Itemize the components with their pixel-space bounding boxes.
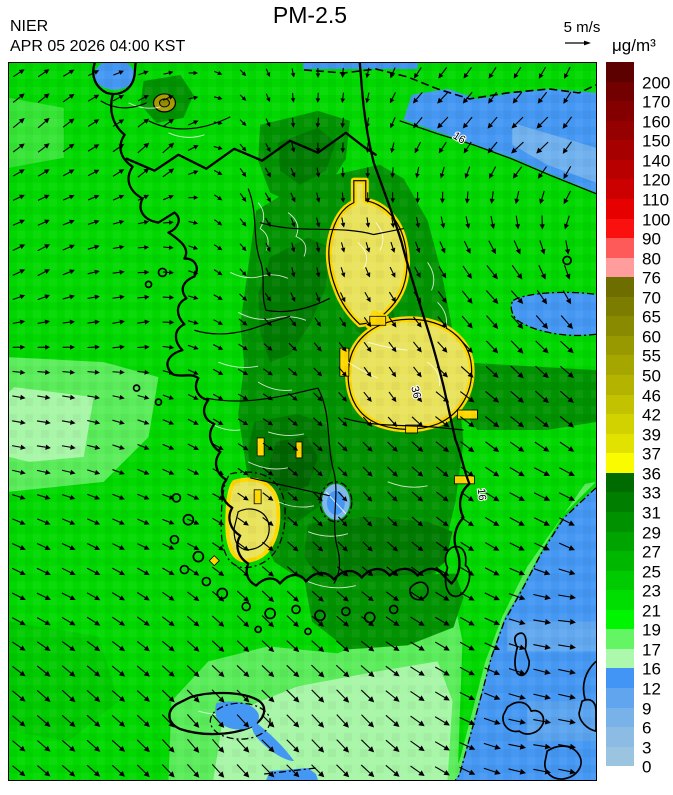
colorbar-tick-label: 70 — [642, 288, 661, 308]
colorbar-tick-label: 65 — [642, 307, 661, 327]
colorbar-cell: 70 — [606, 277, 661, 306]
agency-label: NIER — [10, 18, 49, 35]
colorbar-tick-label: 160 — [642, 112, 671, 132]
colorbar-tick-label: 42 — [642, 405, 661, 425]
colorbar-tick-label: 100 — [642, 209, 671, 229]
colorbar-cell: 100 — [606, 198, 670, 228]
colorbar-tick-label: 16 — [642, 659, 661, 679]
colorbar-cell: 140 — [606, 140, 670, 169]
colorbar-cell: 150 — [606, 120, 670, 150]
colorbar-tick-label: 3 — [642, 738, 652, 758]
contour-label: 16 — [475, 488, 488, 501]
colorbar-cell: 3 — [606, 727, 651, 756]
colorbar-cell: 33 — [606, 472, 661, 502]
colorbar-tick-label: 12 — [642, 679, 661, 699]
wind-arrow-shafts — [11, 66, 573, 774]
colorbar-tick-label: 55 — [642, 346, 661, 366]
concentration-contours — [303, 68, 596, 780]
map-frame: 16 16 36 — [8, 62, 597, 781]
colorbar-tick-label: 33 — [642, 483, 661, 503]
page-title: PM-2.5 — [272, 2, 348, 28]
colorbar-tick-label: 120 — [642, 170, 671, 190]
wind-reference-label: 5 m/s — [563, 19, 601, 36]
colorbar: 200 170 160 150 140 120 110 100 90 80 76 70 65 60 55 50… — [606, 62, 670, 776]
colorbar-tick-label: 9 — [642, 698, 652, 718]
timestamp-label: APR 05 2026 04:00 KST — [10, 38, 186, 55]
colorbar-cell: 0 — [606, 746, 651, 776]
colorbar-tick-label: 21 — [642, 601, 661, 621]
colorbar-tick-label: 170 — [642, 92, 671, 112]
colorbar-tick-label: 37 — [642, 444, 661, 464]
wind-reference-arrow-icon — [565, 40, 591, 46]
colorbar-cell: 55 — [606, 335, 661, 365]
colorbar-tick-label: 23 — [642, 581, 661, 601]
pixel-texture-overlay — [9, 63, 596, 780]
colorbar-tick-label: 19 — [642, 620, 661, 640]
colorbar-cell: 170 — [606, 81, 670, 110]
contour-label: 36 — [408, 385, 423, 400]
colorbar-tick-label: 110 — [642, 190, 670, 210]
colorbar-cell: 21 — [606, 590, 661, 619]
colorbar-tick-label: 90 — [642, 229, 661, 249]
province-boundaries — [100, 100, 464, 584]
colorbar-cell: 50 — [606, 355, 661, 384]
colorbar-cell: 76 — [606, 257, 661, 287]
colorbar-tick-label: 0 — [642, 757, 652, 777]
colorbar-tick-label: 80 — [642, 248, 661, 268]
colorbar-cell: 29 — [606, 511, 661, 541]
colorbar-tick-label: 46 — [642, 385, 661, 405]
colorbar-tick-label: 27 — [642, 542, 661, 562]
colorbar-tick-label: 6 — [642, 718, 652, 738]
colorbar-cell: 37 — [606, 433, 661, 463]
colorbar-cell: 160 — [606, 101, 670, 130]
colorbar-tick-label: 39 — [642, 425, 661, 445]
colorbar-cell: 60 — [606, 316, 661, 345]
wind-vector-field — [11, 66, 576, 778]
colorbar-cell: 12 — [606, 668, 661, 697]
colorbar-tick-label: 36 — [642, 464, 661, 484]
colorbar-tick-label: 29 — [642, 522, 661, 542]
colorbar-cell: 6 — [606, 707, 651, 736]
colorbar-cell: 200 — [606, 62, 670, 91]
colorbar-cell: 110 — [606, 179, 669, 208]
colorbar-tick-label: 140 — [642, 151, 671, 171]
colorbar-tick-label: 50 — [642, 366, 661, 386]
colorbar-tick-label: 31 — [642, 503, 661, 523]
colorbar-cell: 16 — [606, 648, 661, 678]
colorbar-tick-label: 17 — [642, 640, 661, 660]
colorbar-cell: 120 — [606, 159, 670, 189]
colorbar-tick-label: 25 — [642, 561, 661, 581]
colorbar-cell: 27 — [606, 531, 661, 560]
colorbar-cell: 42 — [606, 394, 661, 423]
colorbar-cell: 9 — [606, 688, 651, 717]
colorbar-tick-label: 200 — [642, 72, 671, 92]
unit-label: μg/m³ — [612, 36, 656, 55]
colorbar-cell: 25 — [606, 551, 661, 580]
colorbar-cell: 39 — [606, 414, 661, 443]
colorbar-cell: 31 — [606, 492, 661, 521]
colorbar-tick-label: 60 — [642, 327, 661, 347]
colorbar-cell: 80 — [606, 238, 661, 267]
colorbar-cell: 23 — [606, 570, 661, 600]
colorbar-tick-label: 150 — [642, 131, 671, 151]
colorbar-cell: 19 — [606, 609, 661, 639]
colorbar-cell: 17 — [606, 629, 661, 658]
colorbar-cell: 65 — [606, 296, 661, 326]
colorbar-cell: 36 — [606, 453, 661, 482]
jeju-low-area — [209, 701, 318, 780]
colorbar-cell: 90 — [606, 218, 661, 247]
colorbar-tick-label: 76 — [642, 268, 661, 288]
colorbar-cell: 46 — [606, 375, 661, 404]
